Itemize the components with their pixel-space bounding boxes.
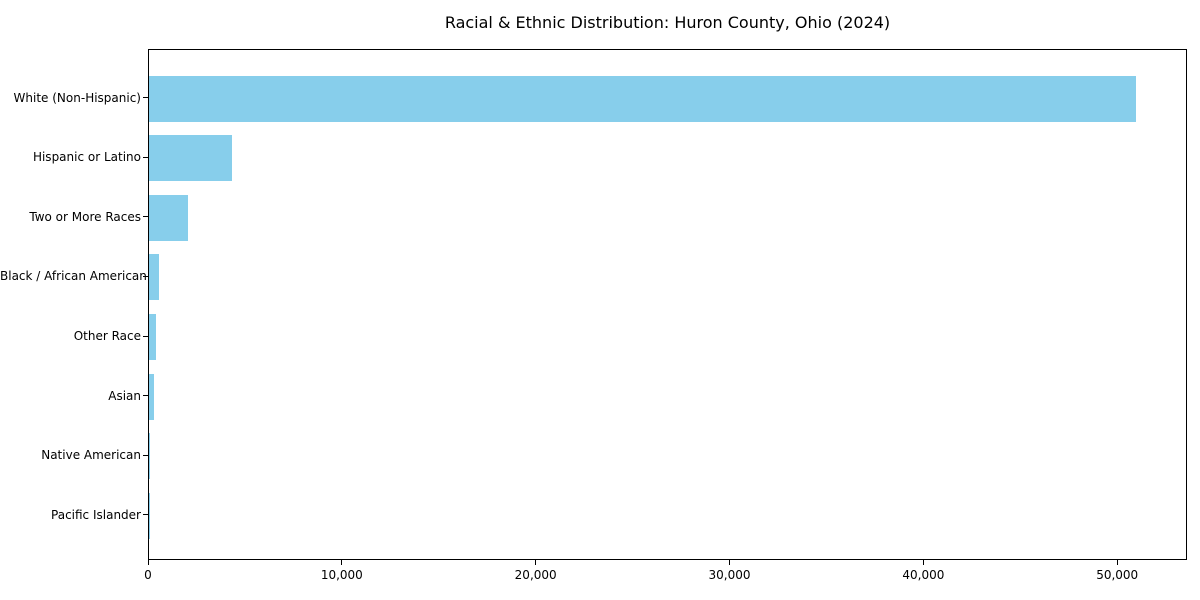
x-tick-label: 20,000 bbox=[514, 568, 557, 582]
y-tick-mark bbox=[143, 514, 148, 516]
x-tick-label: 0 bbox=[144, 568, 152, 582]
chart-title: Racial & Ethnic Distribution: Huron Coun… bbox=[444, 13, 891, 32]
bar bbox=[149, 75, 1136, 122]
bar bbox=[149, 373, 155, 420]
bar bbox=[149, 194, 188, 241]
y-tick-label: White (Non-Hispanic) bbox=[13, 90, 141, 105]
y-tick-label: Pacific Islander bbox=[51, 507, 141, 522]
y-tick-label: Black / African American bbox=[0, 269, 147, 284]
bar bbox=[149, 135, 233, 182]
y-tick-label: Hispanic or Latino bbox=[32, 150, 141, 165]
y-tick-label: Two or More Races bbox=[29, 209, 141, 224]
bar bbox=[149, 314, 156, 361]
bars-layer bbox=[149, 50, 1186, 559]
y-tick-mark bbox=[143, 156, 148, 158]
y-tick-mark bbox=[143, 335, 148, 337]
x-tick-mark bbox=[922, 560, 924, 565]
bar bbox=[149, 254, 159, 301]
x-tick-mark bbox=[729, 560, 731, 565]
x-tick-label: 10,000 bbox=[320, 568, 363, 582]
x-tick-mark bbox=[341, 560, 343, 565]
x-tick-mark bbox=[147, 560, 149, 565]
x-tick-label: 30,000 bbox=[708, 568, 751, 582]
bar bbox=[149, 433, 150, 480]
y-tick-mark bbox=[143, 97, 148, 98]
x-tick-mark bbox=[1116, 560, 1118, 565]
y-tick-label: Asian bbox=[108, 388, 141, 403]
y-tick-mark bbox=[143, 454, 148, 456]
y-tick-mark bbox=[143, 275, 148, 277]
x-tick-label: 40,000 bbox=[902, 568, 945, 582]
plot-area bbox=[148, 49, 1187, 560]
y-tick-label: Other Race bbox=[73, 329, 141, 344]
y-tick-mark bbox=[143, 216, 148, 218]
x-tick-mark bbox=[535, 560, 537, 565]
y-tick-label: Native American bbox=[41, 448, 141, 463]
x-tick-label: 50,000 bbox=[1096, 568, 1139, 582]
y-tick-mark bbox=[143, 395, 148, 397]
